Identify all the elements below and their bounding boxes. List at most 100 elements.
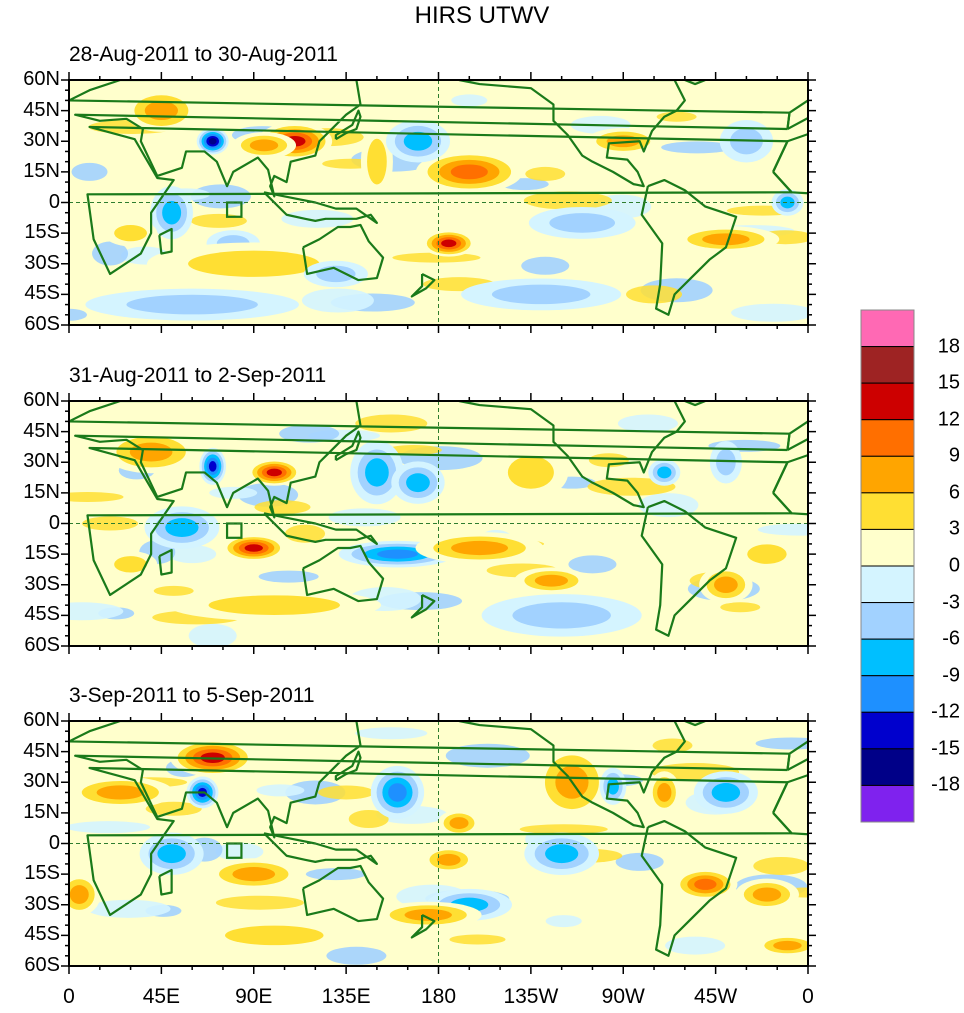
anomaly-patch [305,868,366,881]
coastline-japan [334,430,362,462]
anomaly-contour [657,783,672,802]
colorbar-label: -9 [942,664,960,687]
anomaly-patch [145,801,202,816]
anomaly-contour [780,196,795,209]
anomaly-patch [720,602,761,613]
coastline-africa [86,766,793,917]
colorbar-label: 15 [937,371,960,394]
colorbar-label: 3 [948,517,960,540]
coastline-eurasia [69,401,791,519]
anomaly-patch [348,810,389,828]
coastline-samerica [640,819,738,957]
lon-tick-label: 90E [235,985,273,1008]
anomaly-patch [326,946,387,965]
anomaly-patch [665,936,726,955]
lat-tick-label: 60S [24,954,60,976]
colorbar-box [860,419,915,457]
colorbar-label: 6 [948,481,960,504]
colorbar-label: 12 [937,408,960,431]
lon-tick-label: 0 [802,985,814,1008]
lat-tick-label: 15S [24,221,60,244]
anomaly-contour [162,200,182,225]
anomaly-contour [512,602,611,629]
anomaly-patch [254,500,311,515]
coastline-japan [334,109,362,141]
lat-tick-label: 30N [23,129,60,152]
anomaly-patch [451,94,488,107]
coastline-madagascar [158,868,173,896]
anomaly-patch [328,508,401,527]
colorbar-box [860,565,915,604]
anomaly-contour [714,576,738,594]
coastline-namerica [458,721,686,829]
anomaly-patch [615,852,664,871]
anomaly-contour [752,887,782,902]
lon-tick-label: 45W [694,985,738,1008]
anomaly-patch [656,111,697,122]
anomaly-contour [114,556,148,573]
coastline-namerica [458,401,686,509]
lat-tick-label: 30N [23,450,60,473]
colorbar-box [860,638,915,677]
lat-tick-label: 15S [24,542,60,565]
anomaly-patch [256,784,305,797]
anomaly-patch [661,141,734,154]
lat-tick-label: 15N [23,159,60,182]
lat-tick-label: 45N [23,98,60,121]
anomaly-contour [657,466,672,479]
anomaly-contour [388,783,407,802]
anomaly-contour [507,456,554,489]
anomaly-contour [450,164,488,180]
anomaly-patch [523,191,612,210]
lon-tick-label: 180 [420,985,457,1008]
anomaly-patch [652,738,693,753]
colorbar-box [860,382,915,421]
lat-tick-label: 30S [24,251,60,274]
colorbar-box [860,346,915,384]
colorbar-box [860,455,915,494]
anomaly-patch [168,545,217,564]
anomaly-patch [519,824,608,835]
anomaly-contour [96,785,145,800]
colorbar-box [860,492,915,530]
anomaly-contour [491,284,591,305]
lat-tick-label: 30N [23,770,60,793]
colorbar-label: 0 [948,554,960,577]
panel-1-map [69,80,808,325]
colorbar-box [860,528,915,567]
anomaly-patch [285,780,346,805]
panel-1-title: 28-Aug-2011 to 30-Aug-2011 [69,43,338,66]
lat-tick-label: 0 [48,190,60,213]
colorbar-label: -18 [931,773,960,796]
anomaly-contour [441,239,457,248]
anomaly-contour [377,549,418,559]
lat-tick-label: 60S [24,313,60,335]
lon-tick-label: 135W [503,985,559,1008]
coastline-nz [410,272,436,298]
coastline-australia [301,544,385,603]
anomaly-contour [208,138,217,145]
panel-2-map [69,401,808,646]
anomaly-patch [82,516,139,531]
anomaly-patch [757,523,808,536]
lat-tick-label: 15N [23,480,60,503]
lat-tick-label: 0 [48,511,60,534]
panel-3-title: 3-Sep-2011 to 5-Sep-2011 [69,684,315,707]
anomaly-patch [71,162,108,181]
anomaly-patch [92,241,129,266]
coastline-box [225,201,243,218]
anomaly-patch [731,303,808,322]
anomaly-contour [449,817,469,829]
anomaly-contour [549,213,616,233]
lat-tick-label: 45S [24,603,60,626]
coastlines [69,80,808,316]
coastline-madagascar [158,227,173,255]
anomaly-contour [711,783,741,802]
lat-tick-label: 0 [48,831,60,854]
anomaly-contour [436,853,461,866]
lat-tick-label: 60S [24,634,60,656]
anomaly-patch [281,209,354,228]
colorbar-label: -12 [931,700,960,723]
coastline-samerica [640,499,738,637]
lat-tick-label: 60N [23,68,60,90]
